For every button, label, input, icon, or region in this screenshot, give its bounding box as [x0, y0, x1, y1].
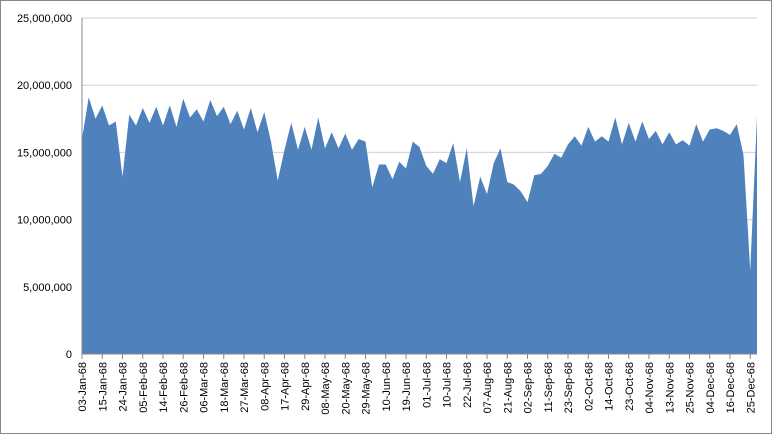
y-tick-label: 0 [66, 349, 72, 361]
x-tick-label: 17-Apr-68 [280, 362, 292, 411]
x-tick-label: 16-Dec-68 [725, 362, 737, 413]
x-tick-label: 03-Jan-68 [77, 362, 89, 412]
x-tick-label: 08-Apr-68 [259, 362, 271, 411]
x-tick-label: 21-Aug-68 [502, 362, 514, 413]
x-tick-label: 25-Nov-68 [685, 362, 697, 413]
x-tick-label: 06-Mar-68 [199, 362, 211, 413]
x-tick-label: 26-Feb-68 [178, 362, 190, 413]
x-tick-label: 29-May-68 [361, 362, 373, 415]
x-tick-label: 15-Jan-68 [97, 362, 109, 412]
x-tick-label: 29-Apr-68 [300, 362, 312, 411]
y-tick-label: 20,000,000 [17, 80, 72, 92]
x-tick-label: 02-Sep-68 [523, 362, 535, 413]
x-tick-label: 14-Feb-68 [158, 362, 170, 413]
x-tick-label: 13-Nov-68 [664, 362, 676, 413]
x-tick-label: 24-Jan-68 [118, 362, 130, 412]
x-tick-label: 08-May-68 [320, 362, 332, 415]
x-tick-label: 04-Nov-68 [644, 362, 656, 413]
x-tick-label: 14-Oct-68 [604, 362, 616, 411]
x-tick-label: 04-Dec-68 [705, 362, 717, 413]
x-tick-label: 11-Sep-68 [543, 362, 555, 413]
x-tick-label: 22-Jul-68 [462, 362, 474, 408]
x-tick-label: 25-Dec-68 [745, 362, 757, 413]
y-tick-label: 10,000,000 [17, 215, 72, 227]
x-tick-label: 01-Jul-68 [421, 362, 433, 408]
y-tick-label: 15,000,000 [17, 147, 72, 159]
x-tick-label: 23-Sep-68 [563, 362, 575, 413]
y-tick-label: 25,000,000 [17, 13, 72, 25]
x-tick-label: 02-Oct-68 [583, 362, 595, 411]
x-tick-label: 23-Oct-68 [624, 362, 636, 411]
x-tick-label: 18-Mar-68 [219, 362, 231, 413]
x-tick-label: 07-Aug-68 [482, 362, 494, 413]
x-tick-label: 05-Feb-68 [138, 362, 150, 413]
x-tick-label: 20-May-68 [340, 362, 352, 415]
area [82, 97, 757, 355]
x-tick-label: 27-Mar-68 [239, 362, 251, 413]
x-tick-label: 10-Jul-68 [442, 362, 454, 408]
x-tick-label: 19-Jun-68 [401, 362, 413, 412]
y-tick-label: 5,000,000 [23, 282, 72, 294]
x-tick-label: 10-Jun-68 [381, 362, 393, 412]
